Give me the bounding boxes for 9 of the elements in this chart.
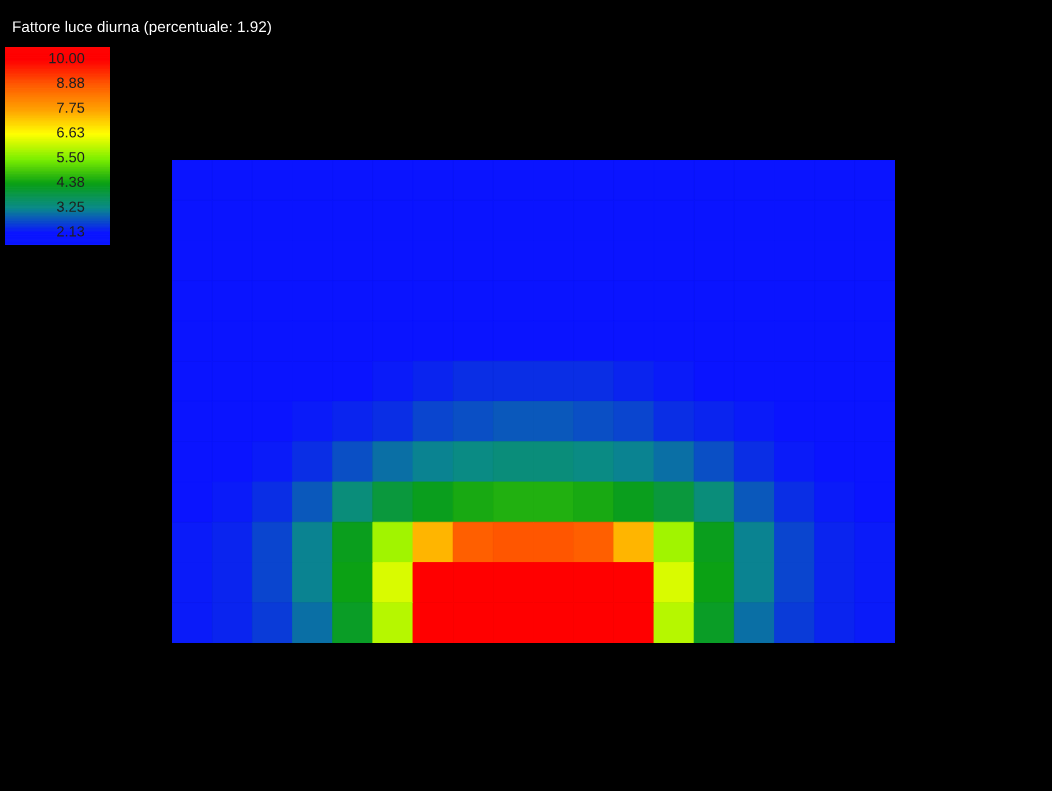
color-bar-label: 3.25: [56, 201, 85, 212]
color-bar-label: 6.63: [57, 127, 85, 138]
color-bar-label: 2.13: [57, 226, 85, 237]
chart-title: Fattore luce diurna (percentuale: 1.92): [13, 20, 271, 36]
color-bar-label: 8.88: [57, 77, 85, 88]
color-bar-label: 7.75: [57, 102, 85, 113]
color-bar-label: 4.38: [56, 176, 85, 188]
color-bar-label: 5.50: [57, 152, 85, 163]
color-bar-label: 10.00: [49, 52, 85, 64]
